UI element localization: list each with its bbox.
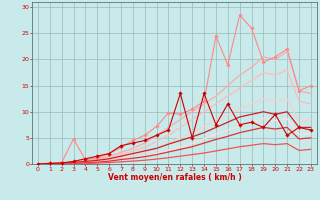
X-axis label: Vent moyen/en rafales ( km/h ): Vent moyen/en rafales ( km/h )	[108, 173, 241, 182]
